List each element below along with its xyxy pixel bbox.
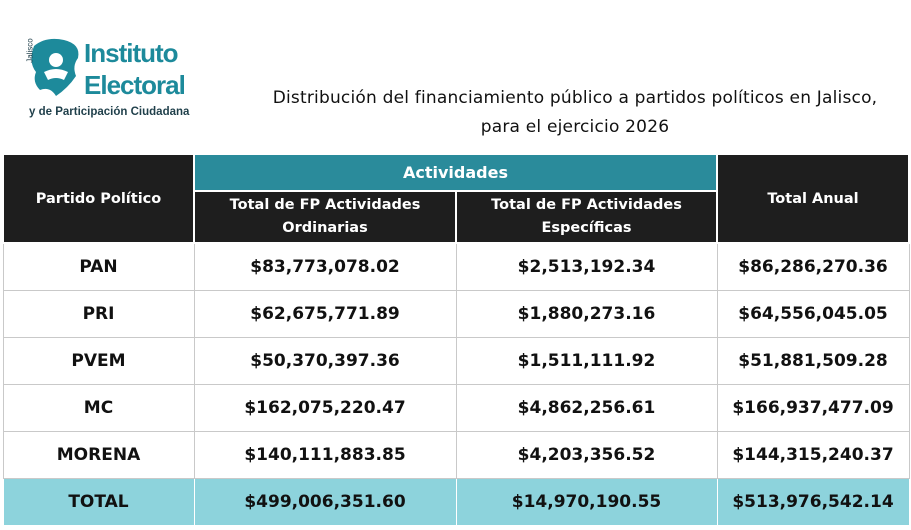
ordinary-cell: $499,006,351.60 [193, 478, 457, 526]
ordinary-cell: $83,773,078.02 [193, 242, 457, 291]
specific-cell: $4,862,256.61 [455, 384, 718, 432]
logo-state: Jalisco [25, 38, 35, 63]
party-cell: MC [2, 384, 195, 432]
ordinary-cell: $140,111,883.85 [193, 431, 457, 479]
specific-cell: $1,880,273.16 [455, 290, 718, 338]
party-cell: PAN [2, 242, 195, 291]
party-cell: PRI [2, 290, 195, 338]
specific-cell: $1,511,111.92 [455, 337, 718, 385]
financing-table: Partido Político Actividades Total Anual… [2, 153, 910, 526]
ordinary-cell: $162,075,220.47 [193, 384, 457, 432]
header-party: Partido Político [2, 153, 195, 244]
logo-icon [31, 38, 79, 96]
table-row: MC $162,075,220.47 $4,862,256.61 $166,937,4… [2, 384, 910, 432]
logo-line3: y de Participación Ciudadana [29, 106, 190, 118]
table-row: PVEM $50,370,397.36 $1,511,111.92 $51,881,5… [2, 337, 910, 385]
table-row: MORENA $140,111,883.85 $4,203,356.52 $144,3… [2, 431, 910, 479]
header-group: Actividades [193, 153, 718, 192]
logo-line2: Electoral [84, 70, 186, 100]
party-cell: TOTAL [2, 478, 195, 526]
annual-total-cell: $86,286,270.36 [716, 242, 910, 291]
title-line: Distribución del financiamiento público … [272, 88, 878, 108]
annual-total-cell: $166,937,477.09 [716, 384, 910, 432]
ordinary-cell: $62,675,771.89 [193, 290, 457, 338]
header-ordinary: Total de FP Actividades Ordinarias [193, 190, 457, 244]
title-line: para el ejercicio 2026 [480, 117, 670, 137]
annual-total-cell: $64,556,045.05 [716, 290, 910, 338]
specific-cell: $2,513,192.34 [455, 242, 718, 291]
logo-line1: Instituto [84, 38, 179, 68]
header-specific: Total de FP Actividades Específicas [455, 190, 718, 244]
table-row: TOTAL $499,006,351.60 $14,970,190.55 $513,9… [2, 478, 910, 526]
table-row: PAN $83,773,078.02 $2,513,192.34 $86,286,27… [2, 242, 910, 291]
annual-total-cell: $144,315,240.37 [716, 431, 910, 479]
specific-cell: $14,970,190.55 [455, 478, 718, 526]
annual-total-cell: $51,881,509.28 [716, 337, 910, 385]
specific-cell: $4,203,356.52 [455, 431, 718, 479]
ordinary-cell: $50,370,397.36 [193, 337, 457, 385]
party-cell: PVEM [2, 337, 195, 385]
logo: Jalisco Instituto Electoral y de Partici… [22, 36, 212, 126]
annual-total-cell: $513,976,542.14 [716, 478, 910, 526]
party-cell: MORENA [2, 431, 195, 479]
table-row: PRI $62,675,771.89 $1,880,273.16 $64,556,04… [2, 290, 910, 338]
header-total: Total Anual [716, 153, 910, 244]
